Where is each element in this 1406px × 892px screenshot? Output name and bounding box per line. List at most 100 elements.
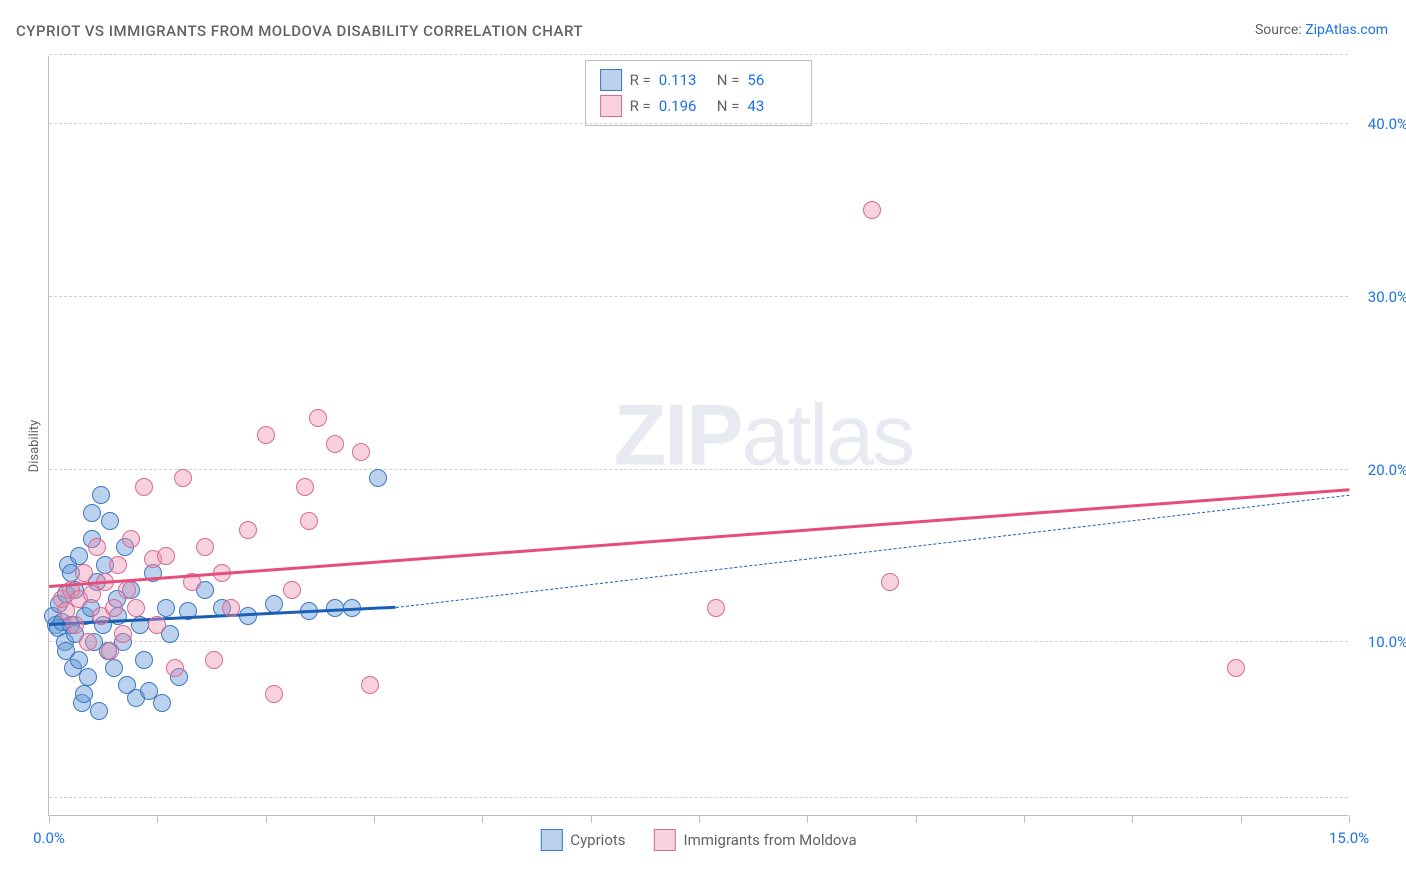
y-tick-label: 40.0% [1368,115,1406,133]
data-point [88,538,106,556]
stats-legend-box: R = 0.113 N = 56 R = 0.196 N = 43 [585,60,813,126]
data-point [326,435,344,453]
data-point [122,530,140,548]
x-tick [157,815,158,823]
data-point [196,538,214,556]
scatter-plot-area: ZIPatlas R = 0.113 N = 56 R = 0.196 N = … [48,56,1348,816]
data-point [70,651,88,669]
n-value-0: 56 [747,71,797,89]
watermark: ZIPatlas [614,386,913,485]
x-tick [266,815,267,823]
data-point [239,521,257,539]
stats-row-series-1: R = 0.196 N = 43 [600,93,798,119]
swatch-series-1 [654,829,676,851]
y-tick-label: 10.0% [1368,633,1406,651]
data-point [300,512,318,530]
data-point [109,556,127,574]
data-point [222,599,240,617]
data-point [283,581,301,599]
data-point [309,409,327,427]
data-point [265,685,283,703]
gridline [49,54,1348,55]
data-point [257,426,275,444]
data-point [105,659,123,677]
swatch-series-1 [600,95,622,117]
source-attribution: Source: ZipAtlas.com [1255,22,1388,38]
data-point [75,685,93,703]
data-point [118,581,136,599]
data-point [135,478,153,496]
gridline [49,641,1348,642]
data-point [79,668,97,686]
data-point [135,651,153,669]
swatch-series-0 [600,69,622,91]
data-point [369,469,387,487]
stats-row-series-0: R = 0.113 N = 56 [600,67,798,93]
gridline [49,296,1348,297]
y-axis-label: Disability [27,420,42,473]
x-tick [482,815,483,823]
data-point [174,469,192,487]
data-point [90,702,108,720]
x-tick [1024,815,1025,823]
x-tick-label: 0.0% [33,829,65,847]
r-value-0: 0.113 [659,71,709,89]
y-tick-label: 30.0% [1368,288,1406,306]
trend-line [396,494,1349,607]
legend-item-0: Cypriots [540,829,625,851]
data-point [79,633,97,651]
data-point [296,478,314,496]
chart-title: CYPRIOT VS IMMIGRANTS FROM MOLDOVA DISAB… [16,22,583,40]
legend-item-1: Immigrants from Moldova [654,829,857,851]
x-tick [1349,815,1350,823]
data-point [863,201,881,219]
data-point [205,651,223,669]
source-prefix: Source: [1255,22,1305,38]
data-point [239,607,257,625]
data-point [157,599,175,617]
r-label: R = [630,97,651,115]
data-point [707,599,725,617]
data-point [157,547,175,565]
swatch-series-0 [540,829,562,851]
gridline [49,797,1348,798]
data-point [83,504,101,522]
data-point [70,547,88,565]
data-point [105,599,123,617]
x-tick [591,815,592,823]
data-point [361,676,379,694]
x-tick [374,815,375,823]
x-tick-label: 15.0% [1329,829,1369,847]
legend-label-1: Immigrants from Moldova [684,831,857,849]
data-point [881,573,899,591]
data-point [92,486,110,504]
n-label: N = [717,71,740,89]
data-point [75,564,93,582]
data-point [1227,659,1245,677]
gridline [49,123,1348,124]
x-tick [1241,815,1242,823]
bottom-legend: Cypriots Immigrants from Moldova [540,829,856,851]
r-value-1: 0.196 [659,97,709,115]
data-point [101,512,119,530]
x-tick [916,815,917,823]
legend-label-0: Cypriots [570,831,625,849]
x-tick [1132,815,1133,823]
data-point [352,443,370,461]
y-tick-label: 20.0% [1368,461,1406,479]
n-label: N = [717,97,740,115]
x-tick [49,815,50,823]
data-point [101,642,119,660]
data-point [153,694,171,712]
data-point [127,599,145,617]
r-label: R = [630,71,651,89]
data-point [148,616,166,634]
data-point [114,625,132,643]
x-tick [807,815,808,823]
n-value-1: 43 [747,97,797,115]
gridline [49,469,1348,470]
data-point [166,659,184,677]
data-point [66,616,84,634]
x-tick [699,815,700,823]
source-link[interactable]: ZipAtlas.com [1305,22,1388,38]
